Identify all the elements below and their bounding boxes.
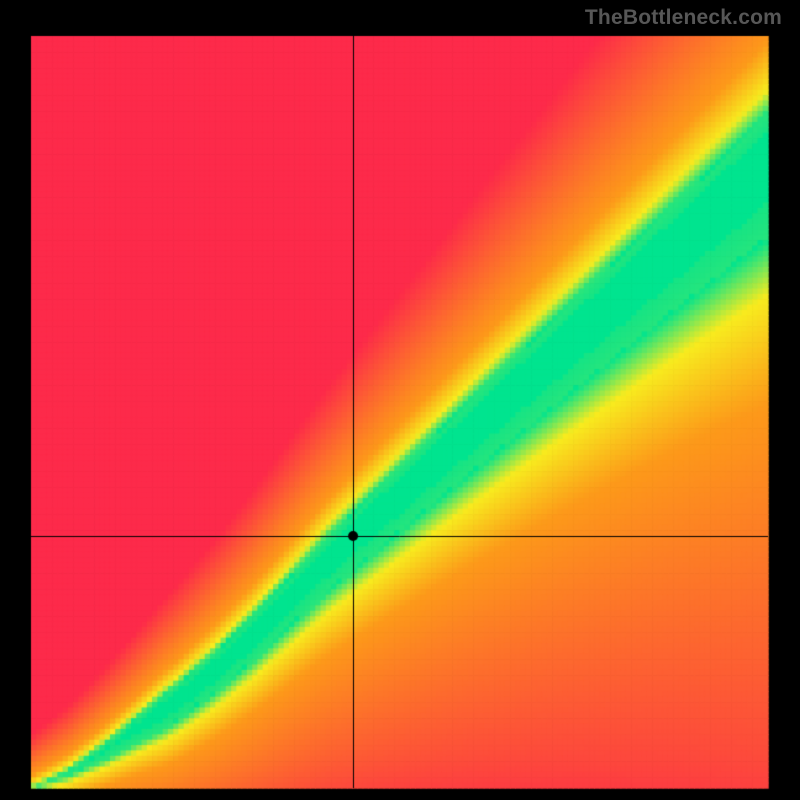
bottleneck-heatmap: [0, 0, 800, 800]
watermark-text: TheBottleneck.com: [585, 6, 782, 30]
chart-container: TheBottleneck.com: [0, 0, 800, 800]
